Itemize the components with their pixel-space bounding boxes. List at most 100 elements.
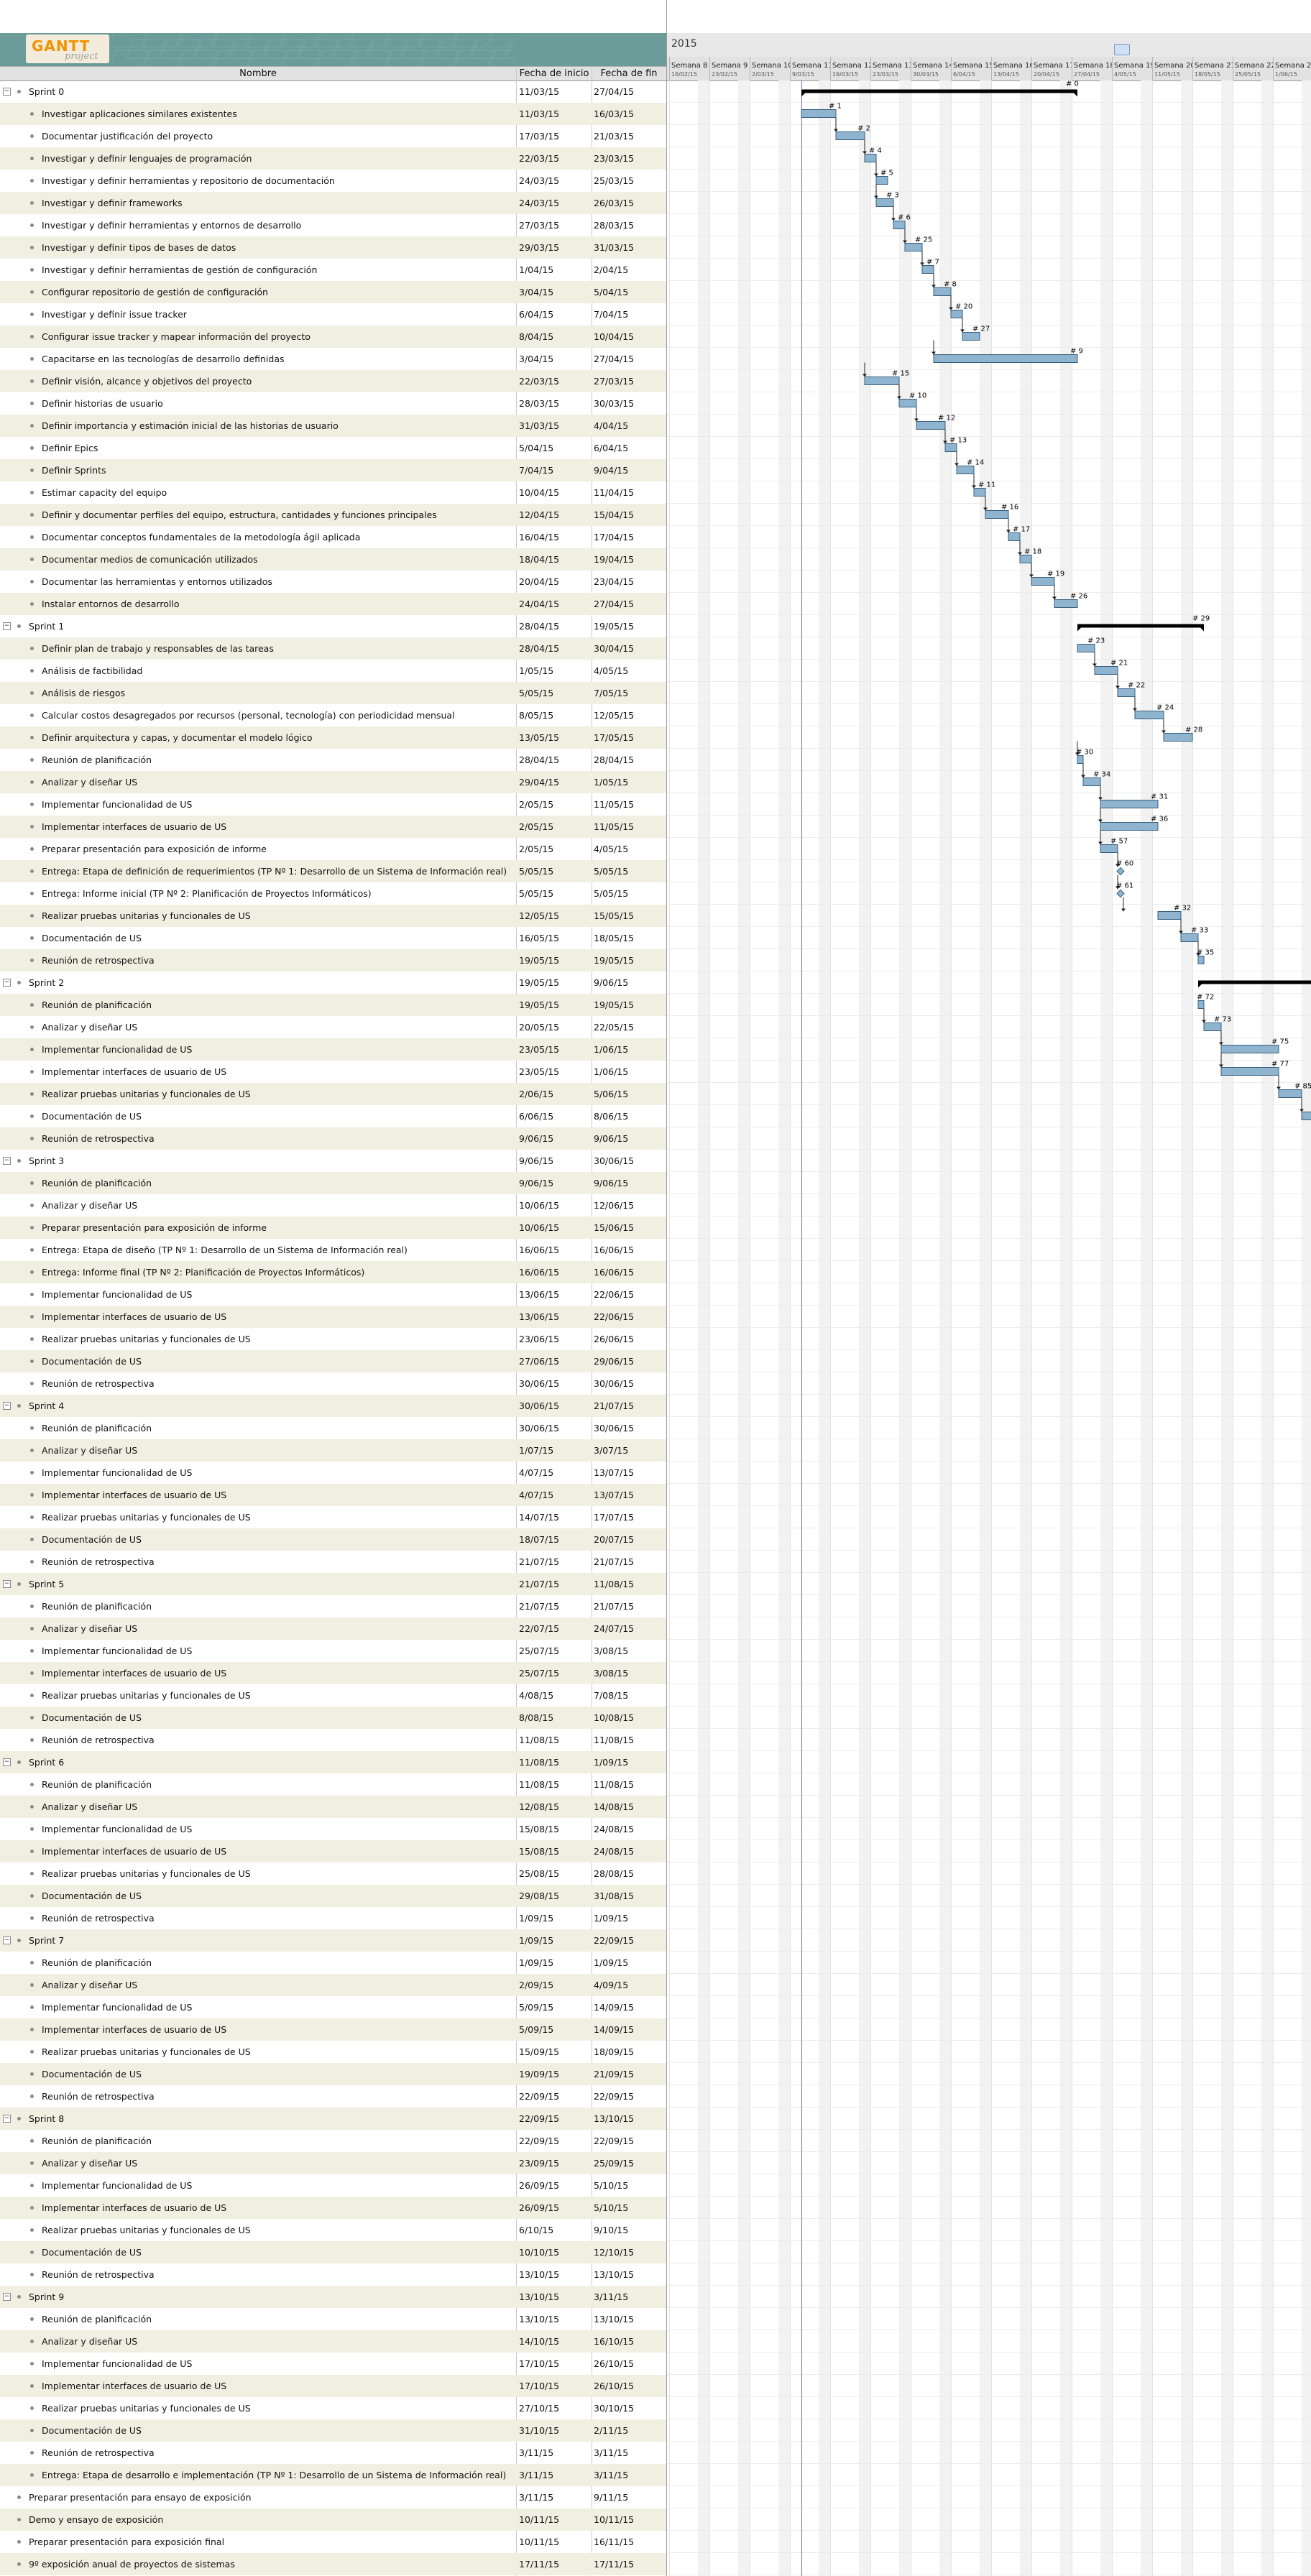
task-row[interactable]: Analizar y diseñar US 2/09/15 4/09/15 [0,1974,666,1996]
scroll-to-task-icon[interactable] [1114,44,1130,55]
task-bar[interactable] [893,221,906,229]
task-bar[interactable] [933,287,952,296]
collapse-toggle-icon[interactable]: − [3,1936,11,1944]
task-row[interactable]: Realizar pruebas unitarias y funcionales… [0,905,666,927]
task-row[interactable]: Reunión de planificación 9/06/15 9/06/15 [0,1172,666,1194]
task-row[interactable]: Implementar funcionalidad de US 5/09/15 14… [0,1996,666,2018]
task-row[interactable]: Definir Sprints 7/04/15 9/04/15 [0,459,666,481]
task-row[interactable]: Implementar interfaces de usuario de US 5… [0,2018,666,2041]
task-bar[interactable] [1100,800,1159,808]
task-row[interactable]: − Sprint 3 9/06/15 30/06/15 [0,1150,666,1172]
task-row[interactable]: Analizar y diseñar US 20/05/15 22/05/15 [0,1016,666,1038]
task-bar[interactable] [1054,599,1078,608]
task-row[interactable]: Documentación de US 18/07/15 20/07/15 [0,1528,666,1551]
task-row[interactable]: Implementar funcionalidad de US 4/07/15 13… [0,1462,666,1484]
task-row[interactable]: 9º exposición anual de proyectos de sist… [0,2553,666,2575]
task-bar[interactable] [1180,933,1199,942]
task-row[interactable]: − Sprint 8 22/09/15 13/10/15 [0,2108,666,2130]
task-bar[interactable] [1134,711,1164,719]
task-row[interactable]: Definir y documentar perfiles del equipo… [0,504,666,526]
task-bar[interactable] [950,310,963,318]
task-row[interactable]: Reunión de retrospectiva 3/11/15 3/11/15 [0,2442,666,2464]
task-row[interactable]: − Sprint 5 21/07/15 11/08/15 [0,1573,666,1595]
task-row[interactable]: Analizar y diseñar US 29/04/15 1/05/15 [0,771,666,793]
task-row[interactable]: Investigar y definir herramientas y ento… [0,214,666,236]
task-row[interactable]: Investigar y definir herramientas y repo… [0,170,666,192]
task-row[interactable]: Implementar interfaces de usuario de US 2… [0,816,666,838]
task-row[interactable]: Investigar y definir tipos de bases de d… [0,236,666,259]
task-row[interactable]: Implementar interfaces de usuario de US 2… [0,1061,666,1083]
task-row[interactable]: Análisis de factibilidad 1/05/15 4/05/15 [0,660,666,682]
summary-bar[interactable] [1077,624,1204,628]
task-bar[interactable] [1157,911,1182,920]
task-row[interactable]: Definir arquitectura y capas, y document… [0,726,666,749]
task-row[interactable]: Reunión de retrospectiva 9/06/15 9/06/15 [0,1127,666,1150]
task-row[interactable]: Configurar repositorio de gestión de con… [0,281,666,303]
task-row[interactable]: − Sprint 4 30/06/15 21/07/15 [0,1395,666,1417]
task-bar[interactable] [898,399,917,407]
task-row[interactable]: Implementar interfaces de usuario de US 1… [0,1306,666,1328]
task-row[interactable]: Documentación de US 31/10/15 2/11/15 [0,2419,666,2442]
task-bar[interactable] [1197,956,1205,964]
task-row[interactable]: Análisis de riesgos 5/05/15 7/05/15 [0,682,666,704]
task-row[interactable]: Implementar interfaces de usuario de US 4… [0,1484,666,1506]
task-row[interactable]: Implementar interfaces de usuario de US 2… [0,1662,666,1684]
task-bar[interactable] [944,443,957,452]
task-bar[interactable] [864,377,900,385]
task-row[interactable]: Configurar issue tracker y mapear inform… [0,326,666,348]
task-row[interactable]: Definir visión, alcance y objetivos del … [0,370,666,392]
task-bar[interactable] [962,332,980,341]
task-row[interactable]: Implementar funcionalidad de US 17/10/15 2… [0,2353,666,2375]
task-row[interactable]: Reunión de retrospectiva 11/08/15 11/08/15 [0,1729,666,1751]
task-bar[interactable] [1094,666,1118,675]
task-bar[interactable] [1220,1067,1279,1076]
task-row[interactable]: Documentación de US 6/06/15 8/06/15 [0,1105,666,1127]
task-row[interactable]: Analizar y diseñar US 14/10/15 16/10/15 [0,2330,666,2353]
task-row[interactable]: Reunión de planificación 1/09/15 1/09/15 [0,1952,666,1974]
task-bar[interactable] [1077,644,1095,652]
task-bar[interactable] [921,265,934,274]
task-bar[interactable] [864,154,877,162]
task-row[interactable]: Implementar interfaces de usuario de US 1… [0,1840,666,1862]
task-row[interactable]: Documentación de US 10/10/15 12/10/15 [0,2241,666,2263]
task-row[interactable]: Reunión de retrospectiva 13/10/15 13/10/15 [0,2263,666,2286]
task-row[interactable]: Implementar funcionalidad de US 25/07/15 3… [0,1640,666,1662]
task-bar[interactable] [1100,822,1159,831]
task-bar[interactable] [1163,733,1193,742]
collapse-toggle-icon[interactable]: − [3,1402,11,1410]
task-row[interactable]: Implementar funcionalidad de US 2/05/15 11… [0,793,666,816]
task-row[interactable]: Investigar y definir lenguajes de progra… [0,147,666,170]
task-row[interactable]: − Sprint 6 11/08/15 1/09/15 [0,1751,666,1773]
task-bar[interactable] [1203,1022,1222,1031]
task-row[interactable]: Capacitarse en las tecnologías de desarr… [0,348,666,370]
task-row[interactable]: − Sprint 9 13/10/15 3/11/15 [0,2286,666,2308]
task-row[interactable]: Investigar y definir herramientas de ges… [0,259,666,281]
task-row[interactable]: Realizar pruebas unitarias y funcionales… [0,1328,666,1350]
task-row[interactable]: Documentación de US 19/09/15 21/09/15 [0,2063,666,2085]
task-row[interactable]: Realizar pruebas unitarias y funcionales… [0,1083,666,1105]
task-row[interactable]: Documentar justificación del proyecto 17/… [0,125,666,147]
task-bar[interactable] [985,510,1009,519]
task-row[interactable]: − Sprint 2 19/05/15 9/06/15 [0,971,666,994]
task-row[interactable]: Realizar pruebas unitarias y funcionales… [0,2219,666,2241]
gantt-chart[interactable]: 2015 Semana 8 16/02/15 Semana 9 23/02/15 Sem… [667,0,1311,2576]
collapse-toggle-icon[interactable]: − [3,1157,11,1165]
task-row[interactable]: Preparar presentación para exposición de… [0,1217,666,1239]
task-bar[interactable] [1100,844,1118,853]
task-bar[interactable] [1082,777,1101,786]
task-row[interactable]: Preparar presentación para exposición fi… [0,2531,666,2553]
collapse-toggle-icon[interactable]: − [3,979,11,987]
task-bar[interactable] [1278,1089,1302,1098]
task-row[interactable]: − Sprint 0 11/03/15 27/04/15 [0,80,666,103]
summary-bar[interactable] [801,89,1077,93]
task-row[interactable]: Analizar y diseñar US 23/09/15 25/09/15 [0,2152,666,2174]
task-row[interactable]: − Sprint 7 1/09/15 22/09/15 [0,1929,666,1952]
task-bar[interactable] [916,421,946,430]
collapse-toggle-icon[interactable]: − [3,2115,11,2123]
task-row[interactable]: Reunión de planificación 28/04/15 28/04/15 [0,749,666,771]
task-row[interactable]: Entrega: Informe inicial (TP Nº 2: Plani… [0,882,666,905]
task-row[interactable]: Reunión de planificación 19/05/15 19/05/15 [0,994,666,1016]
task-row[interactable]: Implementar funcionalidad de US 26/09/15 5… [0,2174,666,2197]
task-bar[interactable] [956,466,975,474]
task-row[interactable]: Documentación de US 16/05/15 18/05/15 [0,927,666,949]
